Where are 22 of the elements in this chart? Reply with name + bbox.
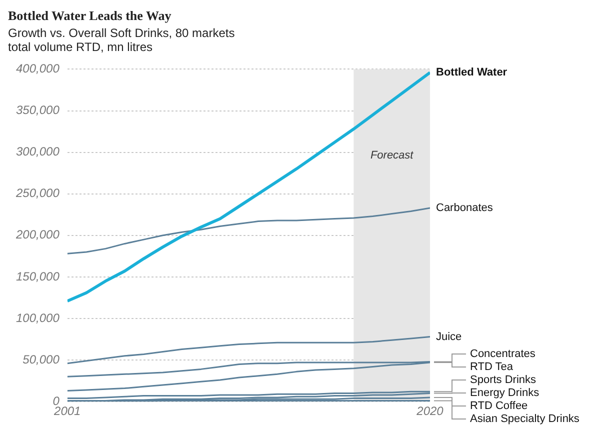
y-tick-label: 100,000	[16, 310, 60, 325]
chart-subtitle: Growth vs. Overall Soft Drinks, 80 markets	[8, 26, 236, 40]
x-tick-label: 2020	[416, 404, 444, 418]
series-label: Bottled Water	[436, 66, 508, 79]
text: RTD Coffee	[470, 400, 528, 412]
y-tick-label: 50,000	[22, 352, 60, 366]
text: Energy Drinks	[470, 387, 540, 400]
text: Sports Drinks	[470, 374, 537, 386]
y-tick-label: 400,000	[16, 62, 60, 76]
y-tick-label: 350,000	[16, 103, 60, 118]
y-tick-label: 150,000	[16, 269, 60, 284]
chart-title: Bottled Water Leads the Way	[8, 8, 172, 24]
series-label: Juice	[436, 330, 462, 343]
y-tick-label: 200,000	[14, 228, 60, 242]
series-label: Carbonates	[436, 202, 494, 214]
band-label: Forecast	[370, 150, 414, 162]
y-axis-title: total volume RTD, mn litres	[8, 40, 154, 54]
text: Asian Specialty Drinks	[470, 413, 580, 426]
text: Concentrates	[470, 348, 536, 360]
y-tick-label: 300,000	[16, 144, 60, 159]
y-tick-label: 250,000	[14, 186, 60, 200]
text: RTD Tea	[470, 361, 514, 374]
